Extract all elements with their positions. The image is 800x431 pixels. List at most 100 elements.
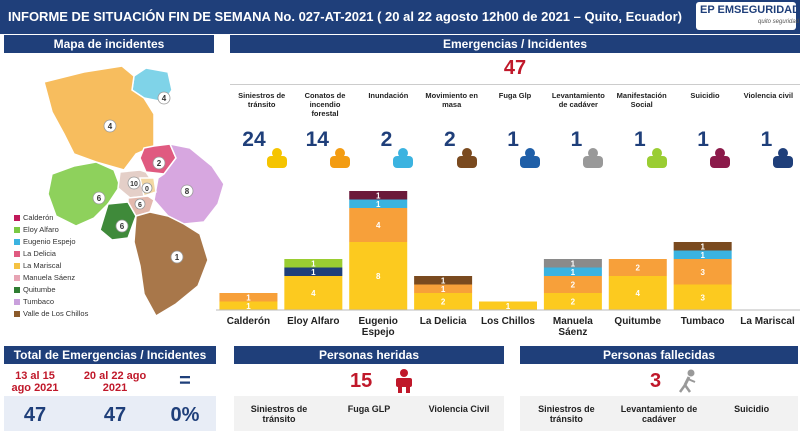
logo-main: EP EMSEGURIDAD [700,4,800,16]
legend-item: Quitumbe [14,284,88,296]
bar-segment [673,284,732,310]
x-tick-line: Manuela [552,316,593,327]
legend-label: Quitumbe [23,285,56,294]
bar-segment-label: 8 [376,272,381,281]
bar-segment [284,276,343,310]
bar-segment [543,293,602,310]
emergencias-title: Emergencias / Incidentes [230,35,800,53]
category-label: Manifestación Social [616,91,667,109]
bar-segment-label: 4 [376,221,381,230]
map-value-la-delicia: 2 [157,159,162,168]
legend-swatch [14,239,20,246]
totals-prev-value: 47 [23,404,47,426]
legend-label: Valle de Los Chillos [23,309,89,318]
x-tick-line: Quitumbe [614,316,662,327]
legend-swatch [14,287,20,294]
fallecidas-value: 3 [650,370,662,392]
x-tick-line: Tumbaco [680,316,725,327]
bar-segment [349,191,408,200]
totals-change: 0% [170,404,200,426]
bar-segment-label: 1 [571,268,576,277]
category-value: 2 [443,128,456,151]
category-value: 2 [380,128,393,151]
fire-icon [330,148,350,168]
map-value-chillos: 1 [175,253,180,262]
category-value: 24 [242,128,266,151]
bar-segment-label: 1 [441,285,446,294]
heridas-column-label: Fuga GLP [347,404,391,414]
bar-segment [543,259,602,268]
x-tick-label: La Delicia [411,316,476,327]
x-tick-label: Los Chillos [476,316,541,327]
map-value-manuela-saenz: 10 [130,181,138,188]
bar-segment [608,276,667,310]
fallecidas-columns: Siniestros de tránsito Levantamiento de c… [520,396,798,431]
legend-swatch [14,311,20,318]
category-label: Movimiento en masa [425,91,478,109]
bar-segment-label: 2 [441,298,446,307]
totals-eq: = [179,370,191,392]
map-legend: Calderón Eloy Alfaro Eugenio Espejo La Deli… [14,212,88,320]
x-tick-line: Espejo [361,327,395,338]
bar-segment [284,267,343,276]
report-header: INFORME DE SITUACIÓN FIN DE SEMANA No. 0… [0,0,800,34]
legend-item: Valle de Los Chillos [14,308,88,320]
bar-segment [543,267,602,276]
totals-prev-label: 13 al 15 ago 2021 [11,370,59,394]
legend-item: La Mariscal [14,260,88,272]
report-title: INFORME DE SITUACIÓN FIN DE SEMANA No. 0… [8,9,682,24]
category-label: Violencia civil [743,91,794,100]
bar-segment [543,276,602,293]
bar-segment [349,199,408,208]
legend-item: Eugenio Espejo [14,236,88,248]
bar-segment-label: 1 [246,293,251,302]
legend-label: Calderón [23,213,54,222]
legend-item: Manuela Sáenz [14,272,88,284]
x-tick-line: Los Chillos [481,316,535,327]
x-tick-label: Calderón [216,316,281,327]
bar-segment-label: 4 [311,289,316,298]
map-value-eloy-alfaro: 6 [97,194,102,203]
totals-values-band [4,396,216,431]
legend-label: Eugenio Espejo [23,237,76,246]
bar-segment-label: 3 [700,268,705,277]
legend-item: La Delicia [14,248,88,260]
x-tick-line: La Delicia [419,316,467,327]
x-tick-line: Eugenio [358,316,398,327]
landslide-icon [456,148,477,168]
map-value-quitumbe: 6 [120,222,125,231]
bar-segment-label: 1 [571,259,576,268]
category-value: 1 [507,128,519,151]
totals-curr-value: 47 [103,404,127,426]
bar-segment-label: 4 [636,289,641,298]
bar-segment-label: 1 [506,302,511,311]
category-label: Fuga Glp [498,91,532,100]
heridas-value: 15 [350,370,373,392]
fallecidas-column-label: Levantamiento de cadáver [620,404,698,424]
map-value-eugenio-espejo: 4 [108,122,113,131]
category-value: 14 [305,128,329,151]
category-label: Inundación [368,91,409,100]
legend-label: La Delicia [23,249,56,258]
legend-label: Tumbaco [23,297,54,306]
totals-title: Total de Emergencias / Incidentes [4,346,216,364]
violence-icon [773,148,794,168]
bar-segment [349,242,408,310]
bar-segment-label: 1 [376,200,381,209]
logo: EP EMSEGURIDAD quito seguridad [696,2,800,30]
map-zone-chillos [133,211,209,318]
legend-item: Tumbaco [14,296,88,308]
bar-segment [479,301,537,310]
category-value: 1 [570,128,583,151]
legend-item: Eloy Alfaro [14,224,88,236]
heridas-column-label: Violencia Civil [428,404,490,414]
x-tick-line: Sáenz [558,327,588,338]
map-value-calderon: 4 [162,94,167,103]
x-tick-label: Eloy Alfaro [281,316,346,327]
bar-segment-label: 3 [700,293,705,302]
incident-map: 4 4 2 6 8 6 10 0 1 6 [43,65,225,318]
category-row: Siniestros de tránsito Conatos de incendi… [230,84,800,126]
x-tick-line: La Mariscal [740,316,795,327]
flood-icon [393,148,414,168]
map-value-la-mariscal: 0 [145,186,149,193]
